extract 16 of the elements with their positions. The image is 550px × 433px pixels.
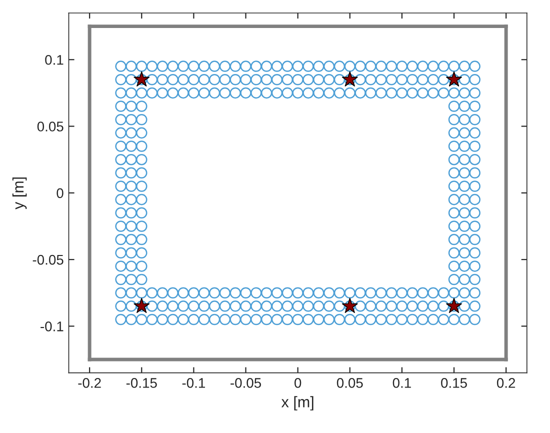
x-tick-label: -0.2 xyxy=(78,378,101,388)
x-tick-label: -0.15 xyxy=(126,378,157,388)
x-tick-label: 0.15 xyxy=(441,378,467,388)
y-tick-label: -0.1 xyxy=(40,322,64,332)
x-tick-label: -0.05 xyxy=(230,378,262,388)
x-tick-label: 0 xyxy=(294,378,302,388)
x-tick-label: 0.2 xyxy=(496,378,516,388)
y-tick-label: 0.05 xyxy=(37,122,64,132)
x-tick-label: 0.1 xyxy=(392,378,411,388)
y-axis-title: y [m] xyxy=(12,177,27,210)
x-tick-label: 0.05 xyxy=(336,378,363,388)
x-axis-title: x [m] xyxy=(281,396,314,410)
y-tick-label: 0.1 xyxy=(45,54,64,65)
y-tick-label: -0.05 xyxy=(32,254,64,265)
x-tick-label: -0.1 xyxy=(182,378,205,388)
y-tick-label: 0 xyxy=(56,188,64,198)
